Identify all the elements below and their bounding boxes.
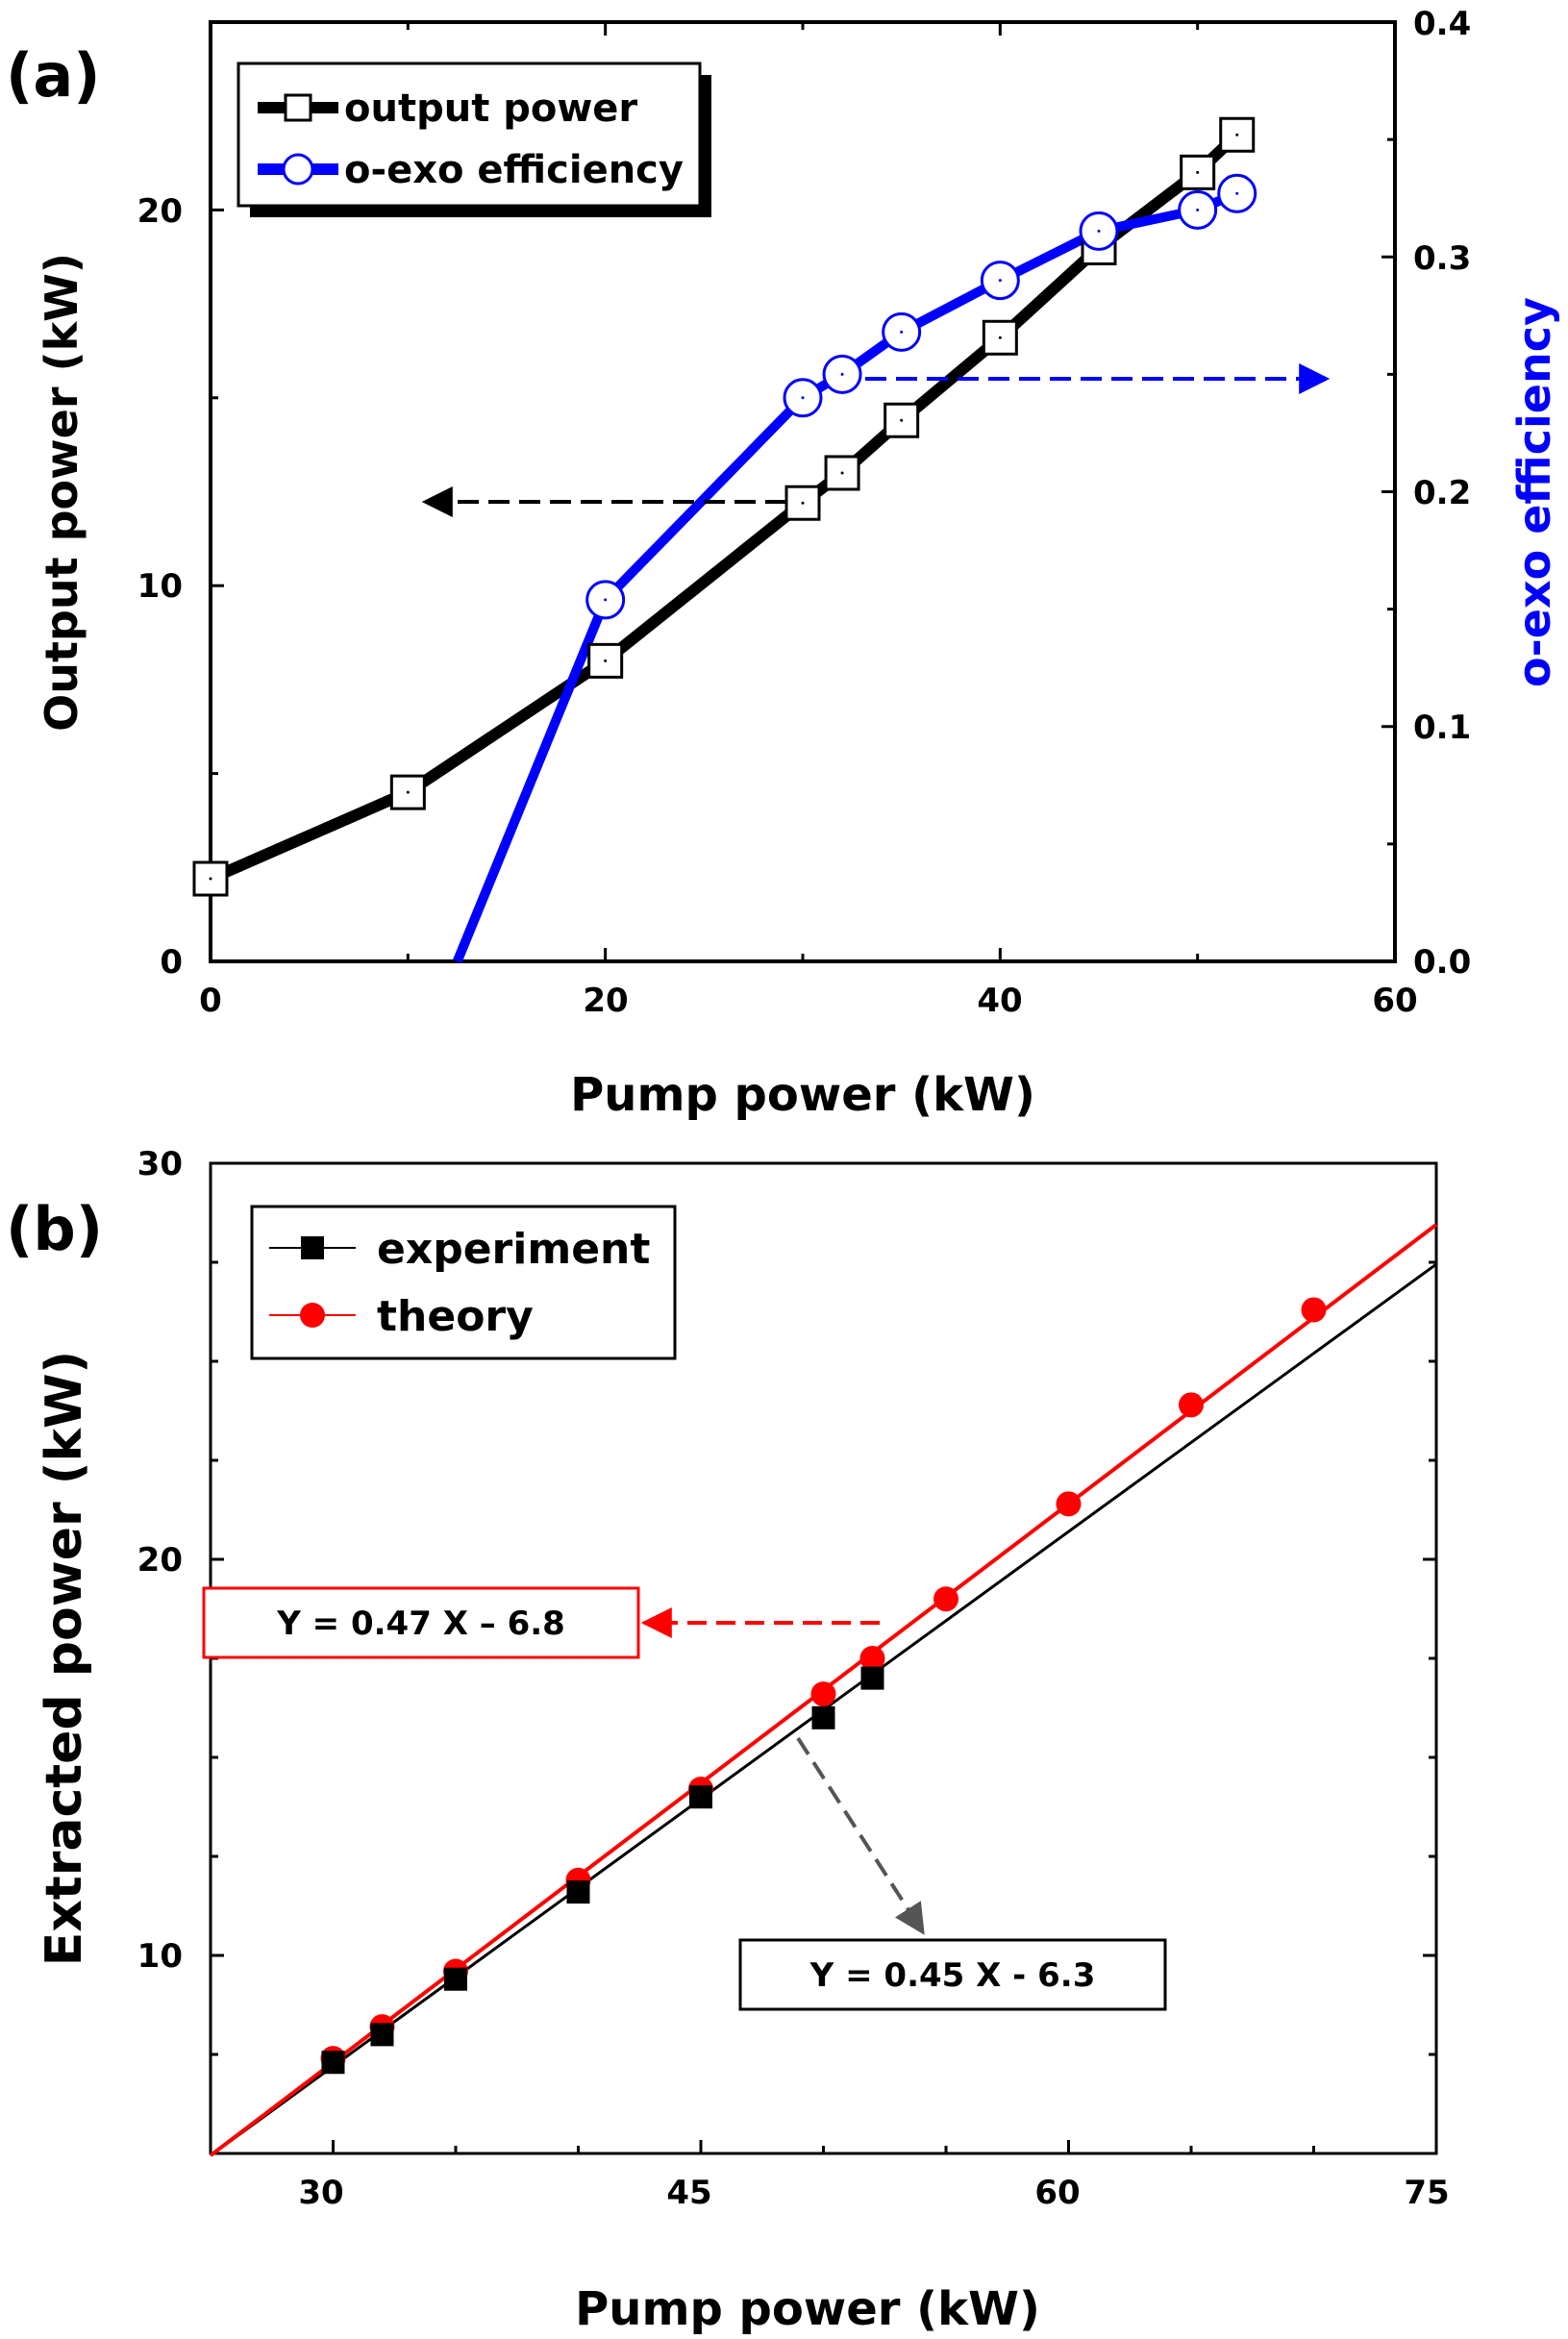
o-exo-efficiency-point-center: [1235, 191, 1239, 195]
o-exo-efficiency-point-center: [801, 396, 805, 400]
theory-point: [859, 1646, 885, 1671]
panel-a-ytick: 0: [160, 943, 183, 982]
panel-b-label: (b): [6, 1194, 103, 1264]
output-power-point-center: [209, 877, 212, 881]
panel-a-xtick: 40: [977, 982, 1022, 1020]
panel-b-ytick: 20: [137, 1541, 183, 1580]
legend-label-output-power: output power: [344, 87, 637, 131]
panel-a-y2-axis-label: o-exo efficiency: [1508, 297, 1560, 687]
theory-fit-equation-box: [202, 1586, 640, 1659]
panel-a-ytick: 10: [137, 567, 183, 606]
panel-b-x-axis-label: Pump power (kW): [575, 2282, 1040, 2336]
legend-marker-experiment: [301, 1236, 324, 1259]
experiment-point: [321, 2051, 345, 2075]
panel-a-legend-box: [236, 62, 702, 208]
o-exo-efficiency-point-center: [1097, 229, 1101, 233]
panel-a-label: (a): [6, 40, 101, 111]
panel-b-ytick: 30: [137, 1145, 183, 1183]
output-power-point-center: [604, 659, 608, 662]
panel-b-y-axis-label: Extracted power (kW): [36, 1351, 93, 1966]
legend-marker-theory: [300, 1303, 325, 1328]
panel-b-xtick: 75: [1404, 2174, 1449, 2212]
panel-a: (a) 0 20 40 60 0 10 20 0.0 0.1 0.2 0.3 0…: [6, 5, 1560, 1122]
theory-point: [1179, 1392, 1204, 1418]
o-exo-efficiency-point-center: [840, 372, 844, 376]
panel-b-xtick: 30: [298, 2174, 343, 2212]
panel-b: (b) 30 45 60 75 10 20 30 Pump power (kW)…: [6, 1145, 1450, 2336]
panel-a-series: [192, 116, 1257, 963]
o-exo-efficiency-point-center: [900, 330, 904, 334]
output-power-point-center: [801, 501, 805, 505]
experiment-fit-equation: Y = 0.45 X - 6.3: [809, 1956, 1096, 1995]
legend-marker-output-power: [284, 93, 312, 122]
output-power-line: [208, 130, 1241, 884]
arrow-to-experiment-equation: [796, 1736, 925, 1935]
legend-label-theory: theory: [377, 1292, 534, 1341]
theory-point: [810, 1681, 836, 1707]
panel-b-ytick: 10: [137, 1937, 183, 1976]
legend-marker-o-exo-efficiency: [282, 153, 314, 186]
panel-a-legend: output power o-exo efficiency: [236, 62, 711, 217]
experiment-point: [860, 1666, 884, 1690]
output-power-point-center: [1196, 170, 1200, 174]
o-exo-efficiency-point-center: [1196, 208, 1200, 212]
output-power-point-center: [406, 790, 410, 794]
panel-a-y2tick: 0.2: [1413, 474, 1471, 512]
output-power-point-center: [900, 418, 904, 422]
panel-a-y2tick: 0.0: [1413, 943, 1471, 982]
experiment-fit-equation-box: [738, 1938, 1167, 2011]
o-exo-efficiency-line: [453, 188, 1239, 963]
panel-a-y2tick: 0.1: [1413, 709, 1471, 747]
experiment-point: [566, 1880, 590, 1904]
panel-a-ticks: [209, 20, 1397, 963]
panel-a-y-axis-label: Output power (kW): [36, 253, 87, 732]
panel-a-x-axis-label: Pump power (kW): [570, 1068, 1035, 1122]
output-power-point-center: [840, 471, 844, 475]
output-power-point-center: [1235, 133, 1239, 137]
theory-point: [933, 1586, 958, 1612]
experiment-point: [444, 1967, 467, 1991]
theory-point: [1056, 1491, 1082, 1517]
output-power-point-center: [998, 336, 1002, 339]
theory-fit-equation: Y = 0.47 X – 6.8: [276, 1605, 565, 1643]
experiment-point: [689, 1785, 712, 1809]
panel-a-ytick: 20: [137, 192, 183, 231]
theory-point: [1301, 1297, 1327, 1323]
panel-a-xtick: 60: [1372, 982, 1417, 1020]
panel-b-legend: experiment theory: [250, 1205, 677, 1360]
legend-label-o-exo-efficiency: o-exo efficiency: [344, 148, 684, 192]
panel-a-y2tick: 0.4: [1413, 5, 1471, 43]
panel-b-xtick: 60: [1034, 2174, 1080, 2212]
panel-a-y2tick: 0.3: [1413, 239, 1471, 278]
experiment-point: [370, 2023, 394, 2047]
experiment-point: [811, 1705, 835, 1729]
o-exo-efficiency-point-center: [604, 598, 608, 602]
panel-b-legend-box: [250, 1205, 677, 1360]
panel-b-xtick: 45: [666, 2174, 711, 2212]
panel-b-series: [209, 1223, 1438, 2157]
legend-label-experiment: experiment: [377, 1225, 650, 1274]
o-exo-efficiency-point-center: [998, 279, 1002, 283]
panel-a-xtick: 0: [199, 982, 222, 1020]
panel-a-xtick: 20: [583, 982, 628, 1020]
